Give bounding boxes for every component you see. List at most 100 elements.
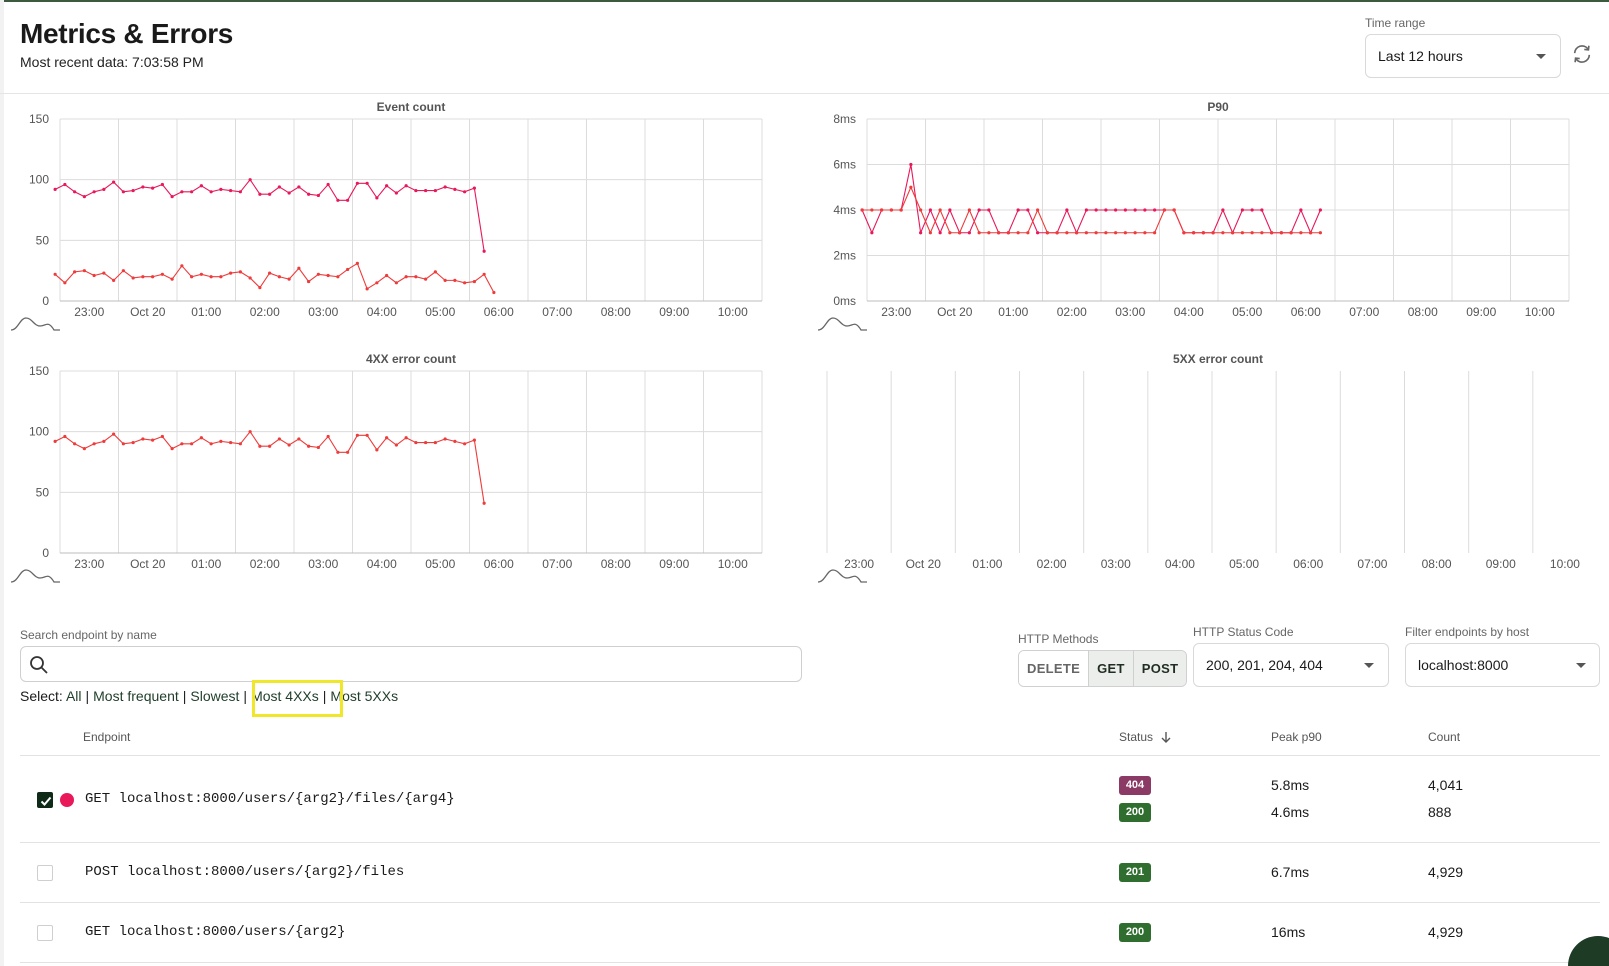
data-point[interactable] <box>424 277 428 281</box>
data-point[interactable] <box>92 190 96 194</box>
data-point[interactable] <box>938 208 942 212</box>
data-point[interactable] <box>307 279 311 284</box>
data-point[interactable] <box>977 208 981 212</box>
data-point[interactable] <box>1318 208 1322 212</box>
data-point[interactable] <box>453 439 457 443</box>
data-point[interactable] <box>948 231 952 235</box>
data-point[interactable] <box>1026 231 1030 235</box>
data-point[interactable] <box>53 439 57 443</box>
data-point[interactable] <box>219 275 223 279</box>
host-filter-select[interactable]: localhost:8000 <box>1405 643 1600 687</box>
data-point[interactable] <box>229 440 233 445</box>
data-point[interactable] <box>268 271 272 275</box>
data-point[interactable] <box>987 208 991 212</box>
data-point[interactable] <box>938 231 942 235</box>
data-point[interactable] <box>1270 231 1274 235</box>
data-point[interactable] <box>1260 208 1264 212</box>
p90-chart[interactable]: P90 8ms 6ms 4ms 2ms 0ms 23:00 Oct 20 01:00 02:00 0… <box>817 98 1607 338</box>
data-point[interactable] <box>1133 231 1137 235</box>
data-point[interactable] <box>365 433 369 437</box>
data-point[interactable] <box>987 231 991 235</box>
data-point[interactable] <box>394 443 398 447</box>
wave-icon[interactable] <box>817 569 867 583</box>
data-point[interactable] <box>375 196 379 200</box>
data-point[interactable] <box>928 208 932 212</box>
data-point[interactable] <box>102 187 106 191</box>
data-point[interactable] <box>277 185 281 189</box>
data-point[interactable] <box>1104 231 1108 235</box>
data-point[interactable] <box>219 187 223 191</box>
data-point[interactable] <box>1279 231 1283 235</box>
data-point[interactable] <box>1240 231 1244 235</box>
data-point[interactable] <box>316 193 320 198</box>
data-point[interactable] <box>1153 208 1157 212</box>
data-point[interactable] <box>336 198 340 202</box>
wave-icon[interactable] <box>10 317 60 331</box>
data-point[interactable] <box>307 444 311 448</box>
data-point[interactable] <box>433 440 437 445</box>
data-point[interactable] <box>160 272 164 276</box>
data-point[interactable] <box>997 231 1001 235</box>
data-point[interactable] <box>229 188 233 193</box>
data-point[interactable] <box>375 448 379 452</box>
data-point[interactable] <box>1240 208 1244 212</box>
data-point[interactable] <box>492 290 496 295</box>
data-point[interactable] <box>1250 208 1254 212</box>
data-point[interactable] <box>131 188 135 193</box>
data-point[interactable] <box>463 190 467 194</box>
select-slowest-link[interactable]: Slowest <box>190 688 240 704</box>
data-point[interactable] <box>277 275 281 279</box>
4xx-error-count-chart[interactable]: 4XX error count 150 100 50 0 23:00 Oct 20 01:00… <box>10 350 800 590</box>
data-point[interactable] <box>1006 231 1010 235</box>
data-point[interactable] <box>268 192 272 196</box>
data-point[interactable] <box>73 270 77 274</box>
data-point[interactable] <box>180 264 184 268</box>
data-point[interactable] <box>336 275 340 279</box>
data-point[interactable] <box>209 442 213 446</box>
data-point[interactable] <box>297 185 301 189</box>
data-point[interactable] <box>355 433 359 437</box>
data-point[interactable] <box>112 180 116 184</box>
data-point[interactable] <box>1036 231 1040 235</box>
data-point[interactable] <box>326 434 330 439</box>
data-point[interactable] <box>73 442 77 446</box>
data-point[interactable] <box>1075 231 1079 235</box>
data-point[interactable] <box>121 269 125 273</box>
data-point[interactable] <box>1289 231 1293 235</box>
data-point[interactable] <box>316 272 320 276</box>
data-point[interactable] <box>482 272 486 276</box>
refresh-icon[interactable] <box>1571 43 1593 65</box>
data-point[interactable] <box>121 190 125 194</box>
data-point[interactable] <box>1250 231 1254 235</box>
method-post-toggle[interactable]: POST <box>1133 651 1187 686</box>
data-point[interactable] <box>209 190 213 194</box>
data-point[interactable] <box>63 281 67 285</box>
time-range-select[interactable]: Last 12 hours <box>1365 34 1561 78</box>
data-point[interactable] <box>1153 231 1157 235</box>
data-point[interactable] <box>394 281 398 285</box>
data-point[interactable] <box>1221 231 1225 235</box>
data-point[interactable] <box>82 447 86 451</box>
data-point[interactable] <box>1231 231 1235 235</box>
data-point[interactable] <box>365 181 369 185</box>
data-point[interactable] <box>1133 208 1137 212</box>
data-point[interactable] <box>870 208 874 212</box>
data-point[interactable] <box>1094 208 1098 212</box>
data-point[interactable] <box>909 162 913 167</box>
5xx-error-count-chart[interactable]: 5XX error count 23:00 Oct 20 01:00 02:00 03:0… <box>817 350 1607 590</box>
data-point[interactable] <box>355 181 359 185</box>
count-column-header[interactable]: Count <box>1428 730 1461 744</box>
data-point[interactable] <box>238 190 242 194</box>
data-point[interactable] <box>53 272 57 276</box>
data-point[interactable] <box>1016 208 1020 212</box>
data-point[interactable] <box>899 208 903 212</box>
data-point[interactable] <box>131 276 135 280</box>
data-point[interactable] <box>63 182 67 187</box>
data-point[interactable] <box>258 286 262 290</box>
data-point[interactable] <box>82 195 86 199</box>
data-point[interactable] <box>443 278 447 282</box>
data-point[interactable] <box>463 281 467 285</box>
data-point[interactable] <box>238 270 242 274</box>
data-point[interactable] <box>433 188 437 193</box>
data-point[interactable] <box>375 281 379 285</box>
